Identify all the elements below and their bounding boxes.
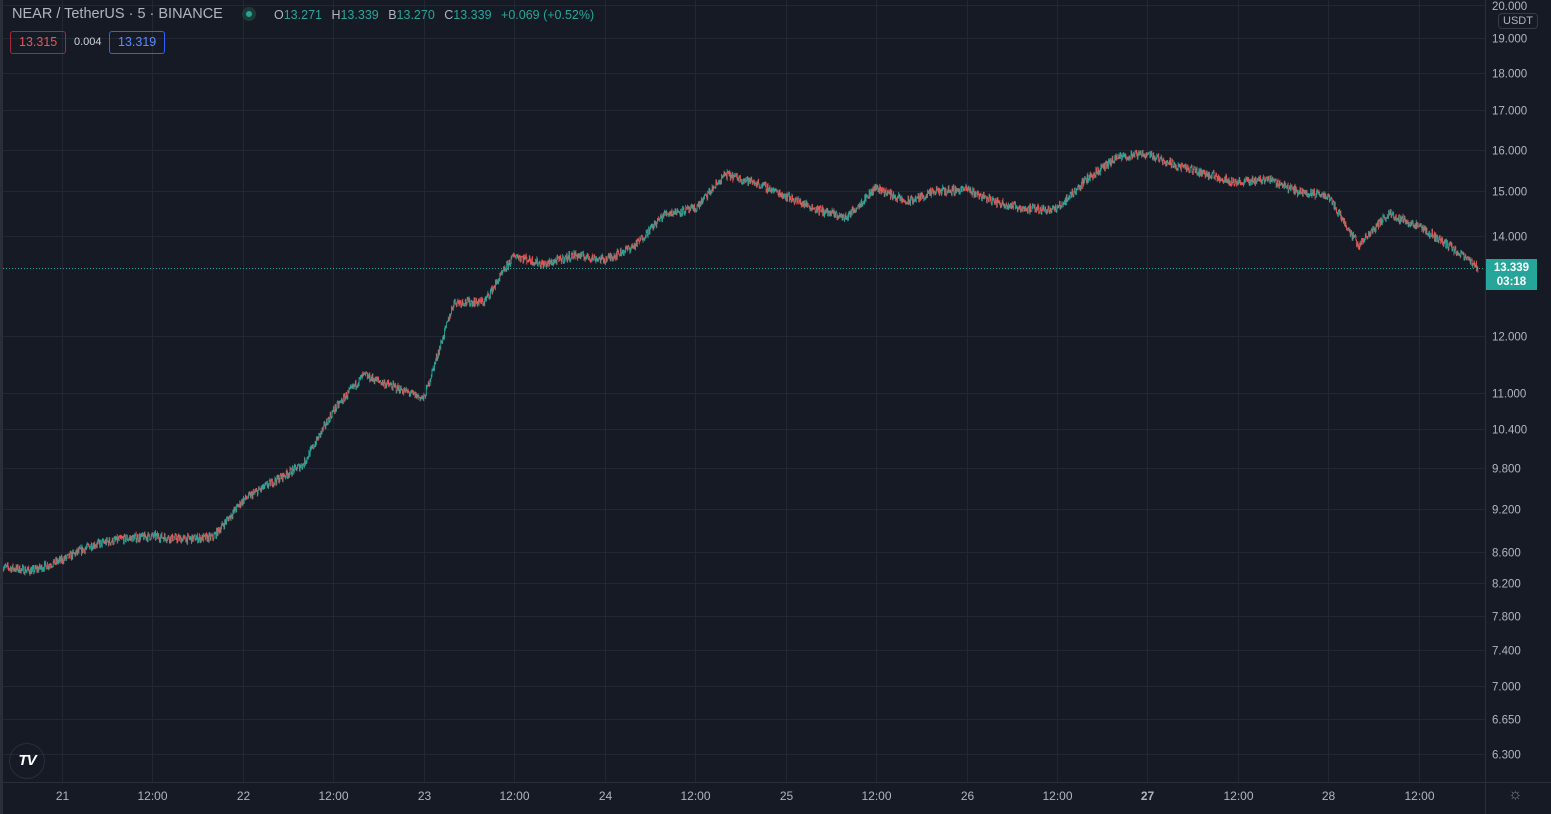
y-tick-label: 6.300 xyxy=(1492,750,1521,762)
spread-value: 0.004 xyxy=(74,36,102,48)
settings-icon[interactable]: ☼ xyxy=(1508,786,1523,803)
y-tick-label: 16.000 xyxy=(1492,146,1527,158)
y-tick-label: 18.000 xyxy=(1492,69,1527,81)
price-axis xyxy=(1485,0,1551,814)
x-tick-label: 21 xyxy=(56,789,70,803)
x-tick-label: 12:00 xyxy=(861,789,891,803)
y-tick-label: 17.000 xyxy=(1492,106,1527,118)
low-value: 13.270 xyxy=(396,8,435,22)
candles xyxy=(1,149,1479,576)
x-tick-label: 12:00 xyxy=(1223,789,1253,803)
x-tick-label: 12:00 xyxy=(1404,789,1434,803)
x-tick-label: 12:00 xyxy=(680,789,710,803)
x-tick-label: 12:00 xyxy=(499,789,529,803)
y-tick-label: 14.000 xyxy=(1492,232,1527,244)
x-tick-label: 12:00 xyxy=(318,789,348,803)
symbol-title[interactable]: NEAR / TetherUS · 5 · BINANCE xyxy=(12,6,223,22)
y-tick-label: 8.200 xyxy=(1492,579,1521,591)
high-value: 13.339 xyxy=(340,8,379,22)
x-tick-label: 26 xyxy=(961,789,975,803)
low-label: B xyxy=(388,8,397,22)
y-tick-label: 10.400 xyxy=(1492,425,1527,437)
currency-button[interactable]: USDT xyxy=(1498,13,1538,29)
x-tick-label: 12:00 xyxy=(137,789,167,803)
high-label: H xyxy=(331,8,341,22)
y-tick-label: 8.600 xyxy=(1492,548,1521,560)
market-status-icon[interactable] xyxy=(242,7,256,21)
x-tick-label: 24 xyxy=(599,789,613,803)
y-tick-label: 20.000 xyxy=(1492,1,1527,13)
y-tick-label: 6.650 xyxy=(1492,715,1521,727)
y-tick-label: 7.000 xyxy=(1492,682,1521,694)
change-value: +0.069 (+0.52%) xyxy=(501,8,595,22)
sell-button[interactable]: 13.315 xyxy=(10,31,67,54)
x-tick-label: 25 xyxy=(780,789,794,803)
left-border xyxy=(0,0,3,814)
x-tick-label: 27 xyxy=(1141,789,1155,803)
y-tick-label: 19.000 xyxy=(1492,34,1527,46)
current-price: 13.339 xyxy=(1493,262,1530,274)
x-tick-label: 28 xyxy=(1322,789,1336,803)
buy-button[interactable]: 13.319 xyxy=(109,31,166,54)
y-tick-label: 7.800 xyxy=(1492,612,1521,624)
x-tick-label: 23 xyxy=(418,789,432,803)
y-tick-label: 9.800 xyxy=(1492,464,1521,476)
bar-countdown: 03:18 xyxy=(1496,276,1527,288)
open-value: 13.271 xyxy=(283,8,322,22)
open-label: O xyxy=(274,8,284,22)
y-tick-label: 15.000 xyxy=(1492,187,1527,199)
close-label: C xyxy=(444,8,454,22)
y-tick-label: 12.000 xyxy=(1492,332,1527,344)
y-tick-label: 11.000 xyxy=(1492,389,1526,401)
ohlc-legend: O13.271 H13.339 B13.270 C13.339 +0.069 (… xyxy=(274,8,600,22)
y-tick-label: 9.200 xyxy=(1492,505,1521,517)
current-price-label: 13.339 03:18 xyxy=(1486,259,1537,290)
x-tick-label: 12:00 xyxy=(1042,789,1072,803)
close-value: 13.339 xyxy=(453,8,492,22)
tradingview-logo-icon[interactable]: TV xyxy=(9,743,45,779)
y-tick-label: 7.400 xyxy=(1492,646,1521,658)
x-tick-label: 22 xyxy=(237,789,251,803)
